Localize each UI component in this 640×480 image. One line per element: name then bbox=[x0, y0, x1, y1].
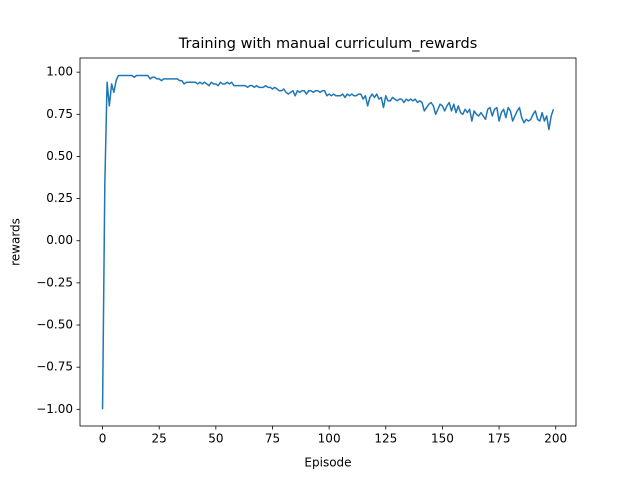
x-axis-label: Episode bbox=[304, 456, 351, 470]
x-tick-label: 75 bbox=[265, 432, 280, 446]
line bbox=[101, 74, 555, 410]
x-tick-label: 25 bbox=[152, 432, 167, 446]
y-tick-label: −0.75 bbox=[36, 360, 73, 374]
y-tick-label: 0.25 bbox=[46, 191, 73, 205]
x-tick-label: 200 bbox=[544, 432, 567, 446]
y-tick-label: 1.00 bbox=[46, 65, 73, 79]
y-tick-label: −0.25 bbox=[36, 275, 73, 289]
plot-frame bbox=[79, 57, 577, 427]
x-tick-label: 150 bbox=[431, 432, 454, 446]
x-tick-label: 125 bbox=[374, 432, 397, 446]
x-tick-label: 50 bbox=[208, 432, 223, 446]
y-axis-label: rewards bbox=[9, 218, 23, 266]
y-tick-label: 0.00 bbox=[46, 233, 73, 247]
x-tick-label: 100 bbox=[318, 432, 341, 446]
x-tick-label: 0 bbox=[99, 432, 107, 446]
y-tick-label: −0.50 bbox=[36, 318, 73, 332]
y-tick-label: −1.00 bbox=[36, 402, 73, 416]
y-tick-label: 0.75 bbox=[46, 107, 73, 121]
chart-title: Training with manual curriculum_rewards bbox=[178, 36, 478, 52]
x-tick-label: 175 bbox=[488, 432, 511, 446]
y-tick-label: 0.50 bbox=[46, 149, 73, 163]
